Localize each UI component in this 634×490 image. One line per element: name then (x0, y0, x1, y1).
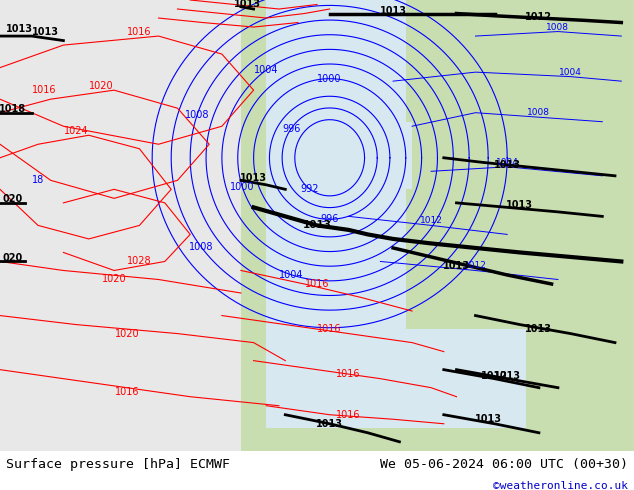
Text: 1016: 1016 (127, 26, 152, 37)
Text: We 05-06-2024 06:00 UTC (00+30): We 05-06-2024 06:00 UTC (00+30) (380, 458, 628, 471)
Text: 1013: 1013 (494, 371, 521, 381)
Text: 18: 18 (32, 175, 44, 185)
Text: 1013: 1013 (316, 419, 343, 429)
Text: 1018: 1018 (0, 104, 26, 114)
Text: 1004: 1004 (496, 158, 519, 167)
Text: 1016: 1016 (305, 279, 329, 289)
Text: 1016: 1016 (337, 410, 361, 420)
Text: 1020: 1020 (102, 274, 126, 285)
FancyBboxPatch shape (241, 0, 634, 451)
Text: 1013: 1013 (507, 200, 533, 210)
Text: 1008: 1008 (527, 108, 550, 117)
Text: 1016: 1016 (337, 369, 361, 379)
Text: 1024: 1024 (64, 126, 88, 136)
Text: 1012: 1012 (481, 371, 508, 381)
Text: 1013: 1013 (526, 324, 552, 334)
Text: 1016: 1016 (32, 85, 56, 95)
Text: ©weatheronline.co.uk: ©weatheronline.co.uk (493, 481, 628, 490)
Text: 1013: 1013 (32, 26, 59, 37)
Text: 996: 996 (321, 214, 339, 224)
FancyBboxPatch shape (266, 0, 406, 428)
FancyBboxPatch shape (304, 329, 526, 428)
Text: 1004: 1004 (254, 65, 278, 75)
Text: 1004: 1004 (279, 270, 304, 280)
Text: 1013: 1013 (302, 220, 332, 230)
Text: 1013: 1013 (234, 0, 261, 9)
Text: 1012: 1012 (526, 12, 552, 22)
Text: 1013: 1013 (443, 261, 470, 271)
Text: 996: 996 (282, 123, 301, 133)
Text: 1004: 1004 (559, 68, 582, 76)
FancyBboxPatch shape (0, 0, 285, 451)
Text: 1020: 1020 (115, 329, 139, 339)
Text: 1012: 1012 (420, 217, 443, 225)
Text: 1008: 1008 (547, 23, 569, 31)
Text: 1013: 1013 (380, 6, 406, 16)
Text: Surface pressure [hPa] ECMWF: Surface pressure [hPa] ECMWF (6, 458, 230, 471)
Text: 1012: 1012 (464, 262, 487, 270)
Text: 1028: 1028 (127, 256, 152, 267)
Text: 992: 992 (300, 184, 318, 194)
Text: 1013: 1013 (240, 173, 267, 183)
Text: 020: 020 (3, 253, 23, 263)
Text: 1013: 1013 (6, 24, 32, 34)
Text: 1013: 1013 (475, 414, 501, 424)
Text: 020: 020 (3, 194, 23, 204)
Text: 1008: 1008 (184, 110, 209, 120)
Text: 1008: 1008 (189, 243, 214, 252)
Text: 1016: 1016 (318, 324, 342, 334)
Text: 1000: 1000 (230, 182, 254, 192)
Text: 1013: 1013 (494, 160, 521, 170)
Text: 1016: 1016 (115, 387, 139, 397)
FancyBboxPatch shape (317, 122, 412, 189)
Text: 1020: 1020 (89, 81, 113, 91)
Text: 1000: 1000 (318, 74, 342, 84)
